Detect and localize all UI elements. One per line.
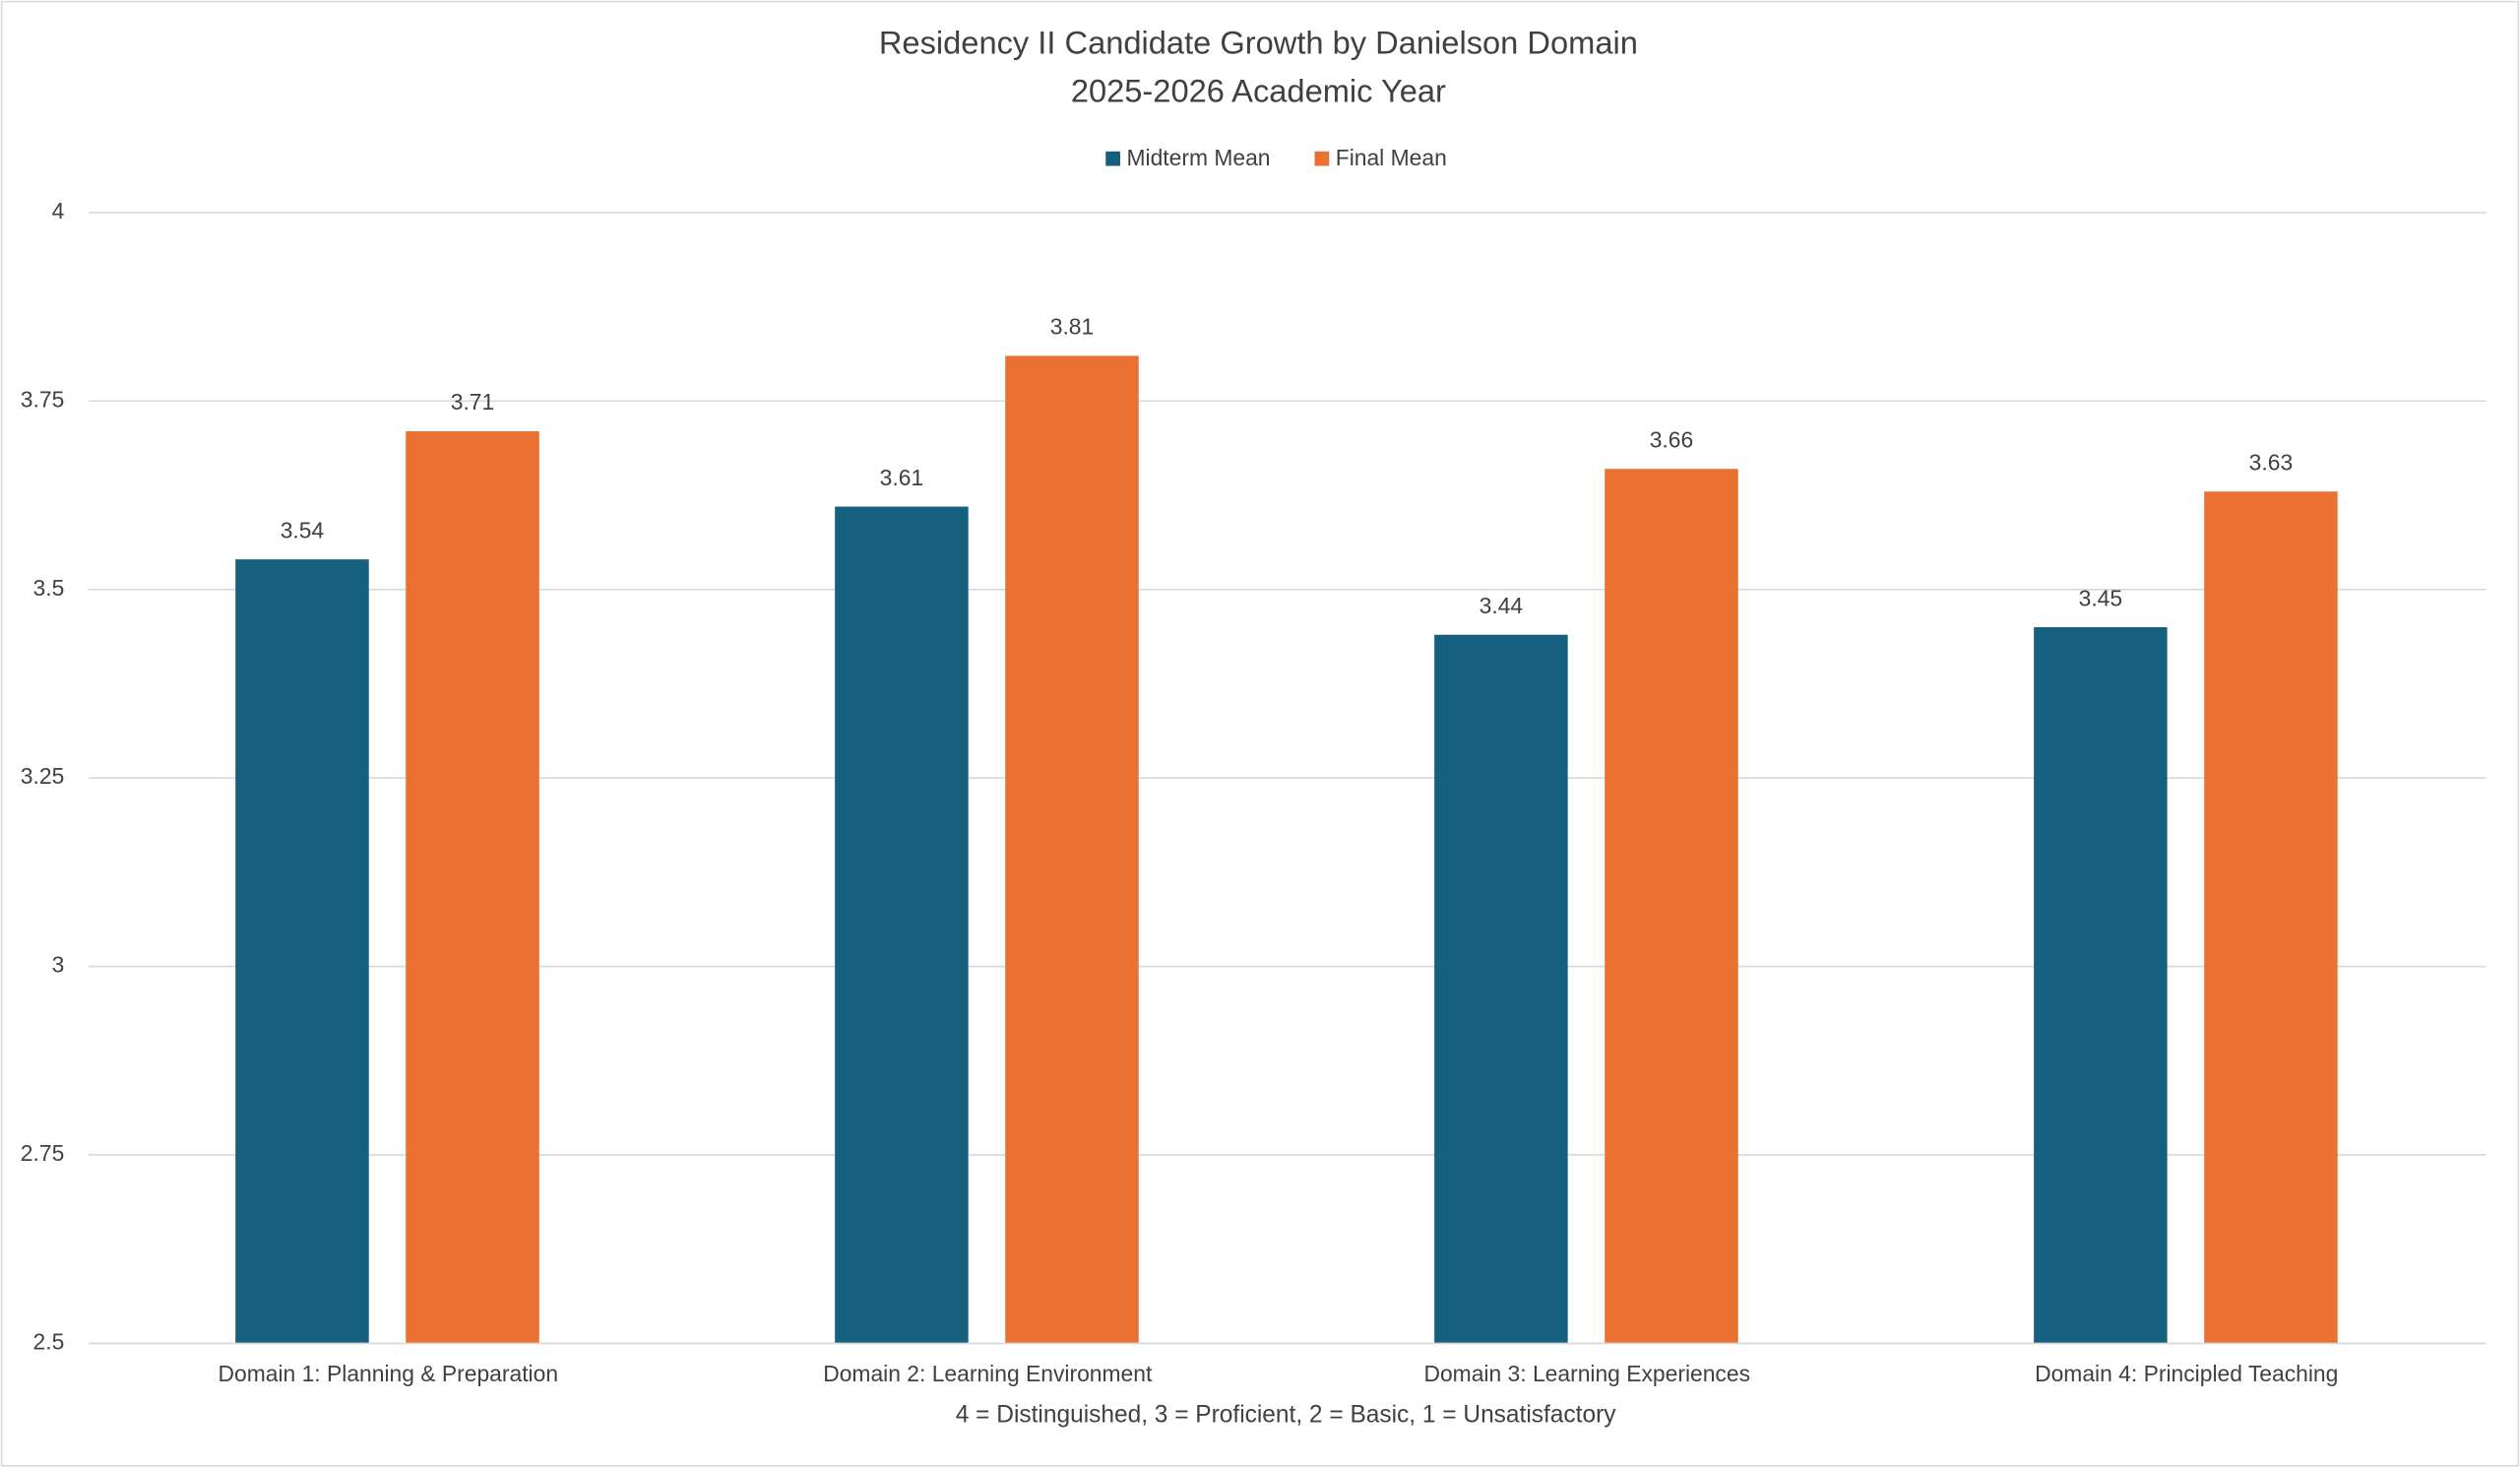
data-label: 3.81 — [1050, 314, 1094, 340]
y-tick-label: 4 — [52, 198, 65, 224]
data-label: 3.61 — [880, 465, 923, 490]
data-label: 3.63 — [2249, 449, 2293, 475]
x-tick-label: Domain 4: Principled Teaching — [2035, 1361, 2338, 1386]
bar — [1005, 355, 1139, 1344]
bar — [835, 506, 969, 1344]
x-axis-label: 4 = Distinguished, 3 = Proficient, 2 = B… — [956, 1401, 1616, 1428]
x-tick-label: Domain 1: Planning & Preparation — [219, 1361, 559, 1386]
legend-swatch — [1314, 151, 1330, 166]
bar — [2204, 491, 2338, 1344]
y-tick-label: 3.25 — [21, 763, 64, 789]
y-tick-label: 3.75 — [21, 386, 64, 412]
bar — [406, 430, 539, 1344]
data-label: 3.66 — [1650, 426, 1693, 452]
chart-subtitle: 2025-2026 Academic Year — [1071, 72, 1446, 108]
x-tick-label: Domain 3: Learning Experiences — [1423, 1361, 1750, 1386]
data-label: 3.45 — [2079, 585, 2122, 610]
data-label: 3.71 — [451, 389, 494, 415]
legend-swatch — [1105, 151, 1120, 166]
bar — [1605, 469, 1738, 1344]
legend-label: Final Mean — [1336, 145, 1447, 170]
bar — [235, 559, 369, 1344]
y-tick-label: 3 — [52, 952, 65, 978]
data-label: 3.54 — [281, 517, 325, 543]
y-tick-label: 3.5 — [33, 575, 65, 601]
chart-title: Residency II Candidate Growth by Daniels… — [879, 24, 1638, 60]
x-tick-label: Domain 2: Learning Environment — [823, 1361, 1153, 1386]
bar — [2034, 627, 2168, 1344]
legend-label: Midterm Mean — [1126, 145, 1270, 170]
data-label: 3.44 — [1480, 593, 1524, 618]
bar — [1434, 634, 1568, 1344]
y-tick-label: 2.5 — [33, 1328, 65, 1354]
y-tick-label: 2.75 — [21, 1140, 64, 1166]
